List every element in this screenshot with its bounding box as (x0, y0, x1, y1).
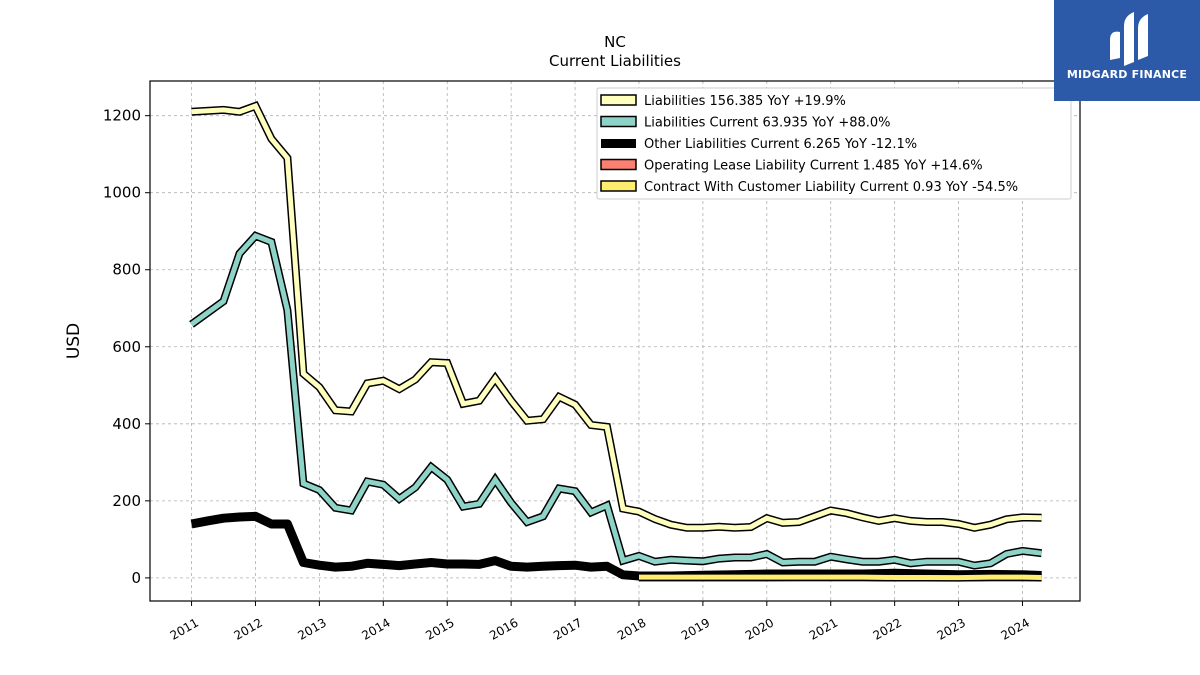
y-tick-label: 400 (112, 415, 141, 433)
x-tick-label: 2022 (871, 615, 904, 642)
x-tick-label: 2020 (743, 615, 776, 642)
y-axis-label: USD (64, 323, 84, 359)
legend-swatch (600, 158, 637, 171)
x-tick-label: 2023 (935, 615, 968, 642)
y-tick-label: 800 (112, 261, 141, 279)
chart-title: NC (604, 33, 626, 51)
x-tick-label: 2021 (807, 615, 840, 642)
legend-swatch (600, 94, 637, 106)
legend-label: Liabilities 156.385 YoY +19.9% (644, 94, 846, 109)
x-tick-label: 2014 (359, 615, 392, 642)
y-tick-label: 0 (131, 569, 141, 587)
x-tick-label: 2013 (295, 615, 328, 642)
x-tick-label: 2012 (232, 615, 265, 642)
y-tick-label: 200 (112, 492, 141, 510)
series-line-1 (190, 232, 1042, 569)
logo-text: MIDGARD FINANCE (1066, 68, 1188, 81)
brand-logo: MIDGARD FINANCE (1054, 0, 1200, 101)
chart-subtitle: Current Liabilities (549, 52, 681, 70)
legend-box (596, 87, 1072, 200)
series-line-0 (191, 102, 1042, 531)
y-tick-label: 1000 (103, 184, 141, 202)
x-tick-label: 2018 (615, 615, 648, 642)
y-tick-label: 1200 (103, 107, 141, 125)
logo-mark-icon (1110, 12, 1148, 66)
legend-label: Liabilities Current 63.935 YoY +88.0% (644, 116, 891, 131)
legend-label: Operating Lease Liability Current 1.485 … (644, 159, 983, 174)
legend-swatch (600, 180, 637, 192)
x-tick-label: 2015 (423, 615, 456, 642)
x-tick-label: 2016 (487, 615, 520, 642)
x-tick-label: 2024 (999, 615, 1032, 642)
legend-swatch (600, 115, 637, 128)
legend-label: Contract With Customer Liability Current… (644, 180, 1018, 195)
x-tick-label: 2019 (679, 615, 712, 642)
y-tick-label: 600 (112, 338, 141, 356)
plot-frame (149, 80, 1081, 602)
x-tick-label: 2011 (168, 615, 201, 642)
legend-label: Other Liabilities Current 6.265 YoY -12.… (644, 137, 917, 152)
legend-swatch (601, 139, 636, 148)
series-line-4 (639, 574, 1042, 581)
x-tick-label: 2017 (551, 615, 584, 642)
